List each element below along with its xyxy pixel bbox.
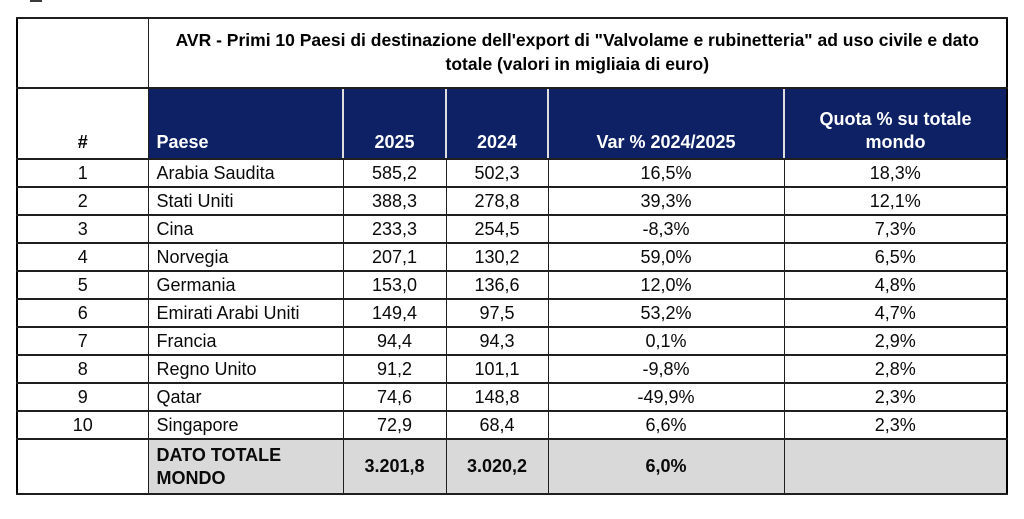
total-rank-cell	[16, 438, 149, 495]
value-2025-cell: 585,2	[342, 158, 447, 188]
share-cell: 6,5%	[783, 242, 1008, 272]
share-cell: 4,7%	[783, 298, 1008, 328]
country-cell: Arabia Saudita	[147, 158, 344, 188]
export-destinations-table: AVR - Primi 10 Paesi di destinazione del…	[16, 17, 1009, 495]
value-2024-cell: 68,4	[445, 410, 549, 440]
column-header-variation: Var % 2024/2025	[547, 87, 785, 160]
table-row: 4 Norvegia 207,1 130,2 59,0% 6,5%	[16, 242, 1008, 272]
country-cell: Emirati Arabi Uniti	[147, 298, 344, 328]
table-row: 2 Stati Uniti 388,3 278,8 39,3% 12,1%	[16, 186, 1008, 216]
share-cell: 12,1%	[783, 186, 1008, 216]
rank-cell: 1	[16, 158, 149, 188]
country-cell: Cina	[147, 214, 344, 244]
rank-cell: 7	[16, 326, 149, 356]
value-2024-cell: 97,5	[445, 298, 549, 328]
value-2024-cell: 101,1	[445, 354, 549, 384]
share-cell: 2,3%	[783, 382, 1008, 412]
column-header-country: Paese	[147, 87, 344, 160]
table-row: 6 Emirati Arabi Uniti 149,4 97,5 53,2% 4…	[16, 298, 1008, 328]
table-row: 7 Francia 94,4 94,3 0,1% 2,9%	[16, 326, 1008, 356]
table-row: 10 Singapore 72,9 68,4 6,6% 2,3%	[16, 410, 1008, 440]
table-row: 5 Germania 153,0 136,6 12,0% 4,8%	[16, 270, 1008, 300]
total-2025-cell: 3.201,8	[342, 438, 447, 495]
corner-cell	[16, 17, 149, 89]
value-2025-cell: 153,0	[342, 270, 447, 300]
share-cell: 4,8%	[783, 270, 1008, 300]
value-2025-cell: 74,6	[342, 382, 447, 412]
variation-cell: 59,0%	[547, 242, 785, 272]
value-2025-cell: 72,9	[342, 410, 447, 440]
value-2024-cell: 130,2	[445, 242, 549, 272]
rank-cell: 10	[16, 410, 149, 440]
variation-cell: 12,0%	[547, 270, 785, 300]
share-cell: 2,9%	[783, 326, 1008, 356]
variation-cell: 39,3%	[547, 186, 785, 216]
column-header-world-share: Quota % su totale mondo	[782, 87, 1008, 160]
scan-edge-artifact	[30, 0, 42, 2]
rank-cell: 2	[16, 186, 149, 216]
rank-cell: 6	[16, 298, 149, 328]
country-cell: Stati Uniti	[147, 186, 344, 216]
value-2025-cell: 94,4	[342, 326, 447, 356]
country-cell: Norvegia	[147, 242, 344, 272]
value-2025-cell: 207,1	[342, 242, 447, 272]
total-variation-cell: 6,0%	[547, 438, 785, 495]
export-table-container: AVR - Primi 10 Paesi di destinazione del…	[16, 17, 1009, 495]
variation-cell: 0,1%	[547, 326, 785, 356]
country-cell: Singapore	[147, 410, 344, 440]
value-2024-cell: 254,5	[445, 214, 549, 244]
variation-cell: -8,3%	[547, 214, 785, 244]
variation-cell: 53,2%	[547, 298, 785, 328]
table-row: 8 Regno Unito 91,2 101,1 -9,8% 2,8%	[16, 354, 1008, 384]
table-row: 9 Qatar 74,6 148,8 -49,9% 2,3%	[16, 382, 1008, 412]
variation-cell: -49,9%	[547, 382, 785, 412]
value-2024-cell: 148,8	[445, 382, 549, 412]
value-2025-cell: 149,4	[342, 298, 447, 328]
variation-cell: -9,8%	[547, 354, 785, 384]
country-cell: Qatar	[147, 382, 344, 412]
rank-cell: 4	[16, 242, 149, 272]
country-cell: Germania	[147, 270, 344, 300]
title-row: AVR - Primi 10 Paesi di destinazione del…	[16, 17, 1008, 89]
value-2025-cell: 233,3	[342, 214, 447, 244]
share-cell: 2,3%	[783, 410, 1008, 440]
country-cell: Francia	[147, 326, 344, 356]
rank-cell: 8	[16, 354, 149, 384]
share-cell: 2,8%	[783, 354, 1008, 384]
rank-cell: 3	[16, 214, 149, 244]
value-2024-cell: 136,6	[445, 270, 549, 300]
total-row: DATO TOTALE MONDO 3.201,8 3.020,2 6,0%	[16, 438, 1008, 495]
column-header-2025: 2025	[342, 87, 447, 160]
rank-cell: 9	[16, 382, 149, 412]
value-2025-cell: 91,2	[342, 354, 447, 384]
value-2024-cell: 94,3	[445, 326, 549, 356]
value-2024-cell: 278,8	[445, 186, 549, 216]
column-header-2024: 2024	[445, 87, 549, 160]
column-header-rank: #	[16, 87, 149, 160]
table-title: AVR - Primi 10 Paesi di destinazione del…	[147, 17, 1008, 89]
share-cell: 18,3%	[783, 158, 1008, 188]
variation-cell: 6,6%	[547, 410, 785, 440]
total-share-cell	[783, 438, 1008, 495]
share-cell: 7,3%	[783, 214, 1008, 244]
total-2024-cell: 3.020,2	[445, 438, 549, 495]
header-row: # Paese 2025 2024 Var % 2024/2025 Quota …	[16, 87, 1008, 160]
value-2025-cell: 388,3	[342, 186, 447, 216]
value-2024-cell: 502,3	[445, 158, 549, 188]
country-cell: Regno Unito	[147, 354, 344, 384]
table-row: 1 Arabia Saudita 585,2 502,3 16,5% 18,3%	[16, 158, 1008, 188]
rank-cell: 5	[16, 270, 149, 300]
total-label-cell: DATO TOTALE MONDO	[147, 438, 344, 495]
variation-cell: 16,5%	[547, 158, 785, 188]
table-row: 3 Cina 233,3 254,5 -8,3% 7,3%	[16, 214, 1008, 244]
